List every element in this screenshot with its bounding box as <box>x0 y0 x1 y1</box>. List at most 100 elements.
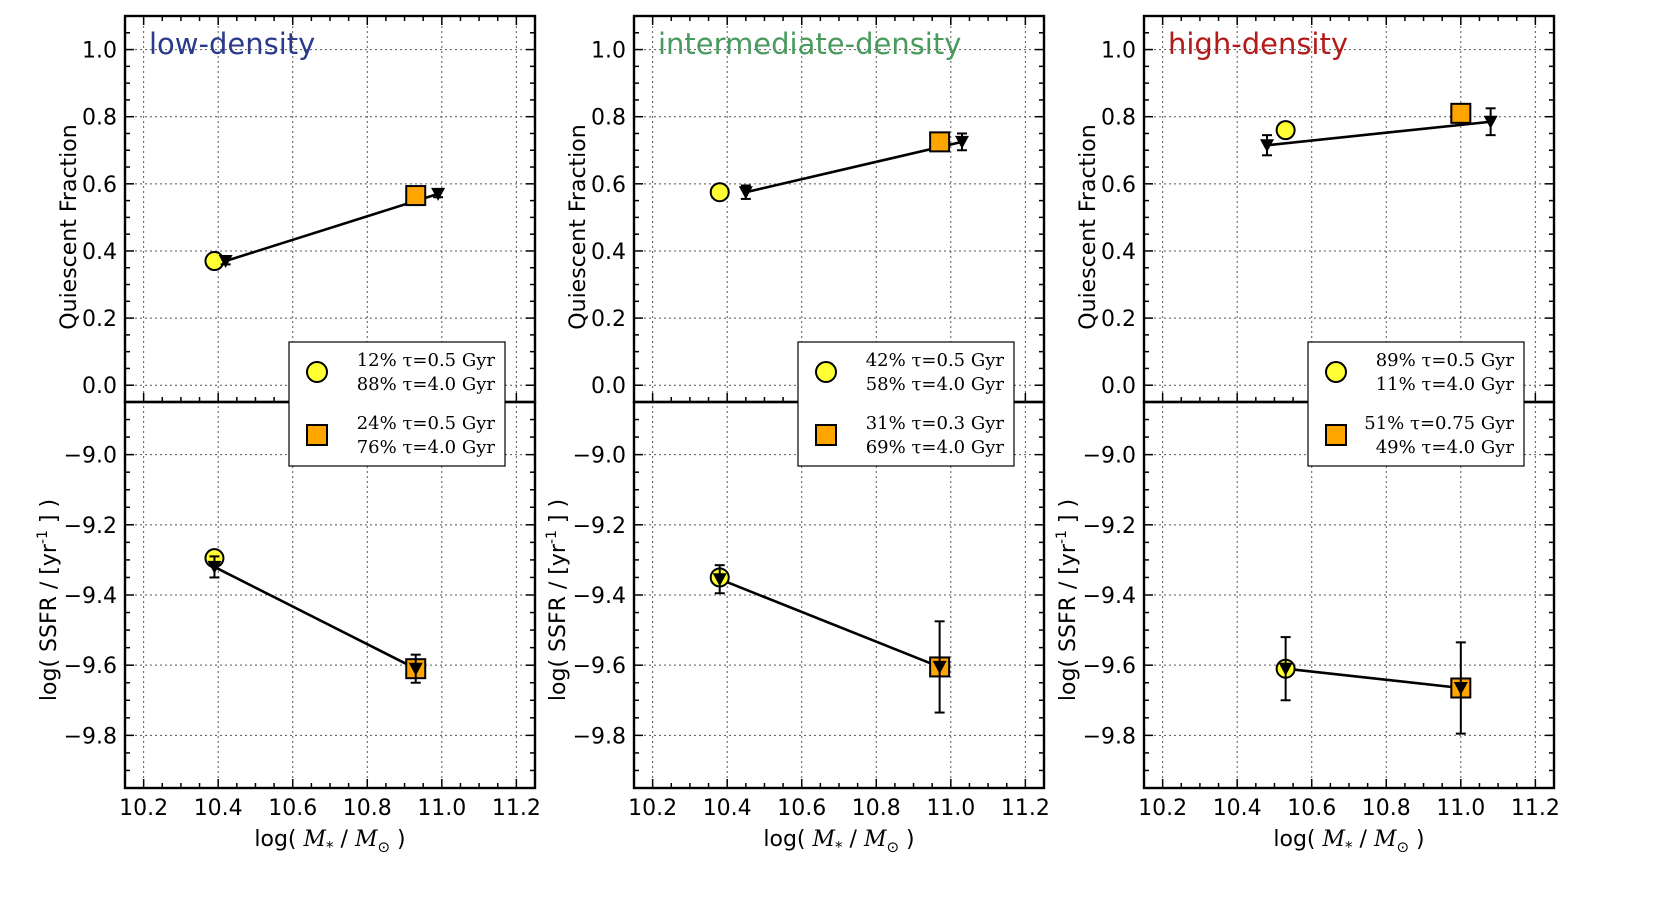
x-tick-label: 10.2 <box>119 796 168 821</box>
xlabel-mass-sub: * <box>835 838 843 856</box>
y-tick-label: −9.6 <box>64 654 117 679</box>
observed-trend-line <box>719 578 941 669</box>
ylabel-suffix: ] ) <box>37 499 62 530</box>
legend-text-line2: 11% τ=4.0 Gyr <box>1376 374 1515 395</box>
observed-triangle-point <box>1278 662 1293 676</box>
xlabel-open: log( <box>763 827 812 852</box>
legend-text-line2: 69% τ=4.0 Gyr <box>866 437 1005 458</box>
legend-text-line1: 31% τ=0.3 Gyr <box>866 413 1005 434</box>
legend-text-line2: 58% τ=4.0 Gyr <box>866 374 1005 395</box>
observed-triangle-point <box>207 560 222 574</box>
ylabel-sup: -1 <box>35 530 51 544</box>
y-tick-label: 0.8 <box>82 106 117 131</box>
y-axis-label-quiescent-fraction: Quiescent Fraction <box>566 124 591 329</box>
y-tick-label: −9.4 <box>573 584 626 609</box>
xlabel-sun: M <box>863 827 887 852</box>
model-square-point <box>405 185 427 207</box>
y-tick-label: 0.0 <box>82 374 117 399</box>
observed-triangle-point <box>431 187 446 201</box>
ylabel-prefix: log( SSFR / [yr <box>1056 543 1081 701</box>
observed-trend-line <box>213 565 417 670</box>
legend-text-line2: 76% τ=4.0 Gyr <box>357 437 496 458</box>
y-axis-label-ssfr: log( SSFR / [yr-1 ] ) <box>544 499 571 701</box>
ylabel-prefix: log( SSFR / [yr <box>546 543 571 701</box>
observed-triangle-point <box>955 135 969 149</box>
ssfr-series <box>1275 636 1472 735</box>
ylabel-prefix: log( SSFR / [yr <box>37 543 62 701</box>
legend: 89% τ=0.5 Gyr 11% τ=4.0 Gyr 51% τ=0.75 Gyr… <box>1307 341 1525 467</box>
ylabel-sup: -1 <box>1054 530 1070 544</box>
y-tick-label: −9.2 <box>573 514 626 539</box>
observed-trend-line <box>1285 667 1461 690</box>
y-tick-label: −9.0 <box>64 444 117 469</box>
x-tick-label: 10.6 <box>777 796 826 821</box>
quiescent-fraction-series <box>204 185 446 272</box>
observed-triangle-point <box>408 662 423 676</box>
density-title: high-density <box>1168 27 1348 61</box>
xlabel-open: log( <box>1273 827 1322 852</box>
ylabel-suffix: ] ) <box>546 499 571 530</box>
xlabel-mass: M <box>812 827 836 852</box>
y-tick-label: −9.0 <box>1083 444 1136 469</box>
model-circle-point <box>204 251 225 272</box>
xlabel-sun-sub: ⊙ <box>377 838 390 856</box>
observed-triangle-point <box>1260 139 1274 153</box>
legend-square-marker <box>306 424 328 446</box>
legend-square-marker <box>815 424 837 446</box>
y-tick-label: −9.6 <box>573 654 626 679</box>
y-tick-label: −9.8 <box>573 724 626 749</box>
y-tick-label: 0.2 <box>1101 307 1136 332</box>
y-tick-label: 0.4 <box>82 240 117 265</box>
legend-text-line1: 12% τ=0.5 Gyr <box>357 350 496 371</box>
legend: 12% τ=0.5 Gyr 88% τ=4.0 Gyr 24% τ=0.5 Gyr 7… <box>288 341 506 467</box>
x-axis-label: log( M* / M⊙ ) <box>254 827 405 856</box>
xlabel-sep: / <box>1353 827 1374 852</box>
ssfr-series <box>709 564 951 714</box>
x-tick-label: 10.6 <box>268 796 317 821</box>
legend-text-line1: 42% τ=0.5 Gyr <box>866 350 1005 371</box>
ylabel-sup: -1 <box>544 530 560 544</box>
x-tick-label: 10.8 <box>343 796 392 821</box>
legend-text-line1: 51% τ=0.75 Gyr <box>1364 413 1514 434</box>
legend-text-line2: 88% τ=4.0 Gyr <box>357 374 496 395</box>
legend-text-line1: 24% τ=0.5 Gyr <box>357 413 496 434</box>
x-tick-label: 10.6 <box>1287 796 1336 821</box>
observed-trend-line <box>225 192 439 263</box>
legend: 42% τ=0.5 Gyr 58% τ=4.0 Gyr 31% τ=0.3 Gyr 6… <box>797 341 1015 467</box>
y-tick-label: 1.0 <box>591 39 626 64</box>
y-tick-label: 0.2 <box>82 307 117 332</box>
observed-triangle-point <box>218 255 233 269</box>
legend-circle-marker <box>815 361 837 383</box>
xlabel-open: log( <box>254 827 303 852</box>
x-tick-label: 10.2 <box>628 796 677 821</box>
x-tick-label: 11.2 <box>1511 796 1560 821</box>
xlabel-mass: M <box>1322 827 1346 852</box>
quiescent-fraction-series <box>1260 102 1498 157</box>
y-tick-label: 0.0 <box>591 374 626 399</box>
x-tick-label: 10.2 <box>1138 796 1187 821</box>
y-tick-label: 0.0 <box>1101 374 1136 399</box>
y-axis-label-quiescent-fraction: Quiescent Fraction <box>1076 124 1101 329</box>
xlabel-close: ) <box>1409 827 1425 852</box>
y-tick-label: 0.6 <box>591 173 626 198</box>
y-tick-label: −9.0 <box>573 444 626 469</box>
y-tick-label: −9.6 <box>1083 654 1136 679</box>
panel-intermediate-density: 10.2 10.4 10.6 10.8 11.0 11.2 0.0 0.2 0.4 0.6 0.8 1… <box>544 14 1050 856</box>
y-tick-label: −9.4 <box>64 584 117 609</box>
x-tick-label: 11.0 <box>926 796 975 821</box>
model-circle-point <box>1275 120 1296 141</box>
y-tick-label: −9.8 <box>64 724 117 749</box>
observed-triangle-point <box>738 186 753 200</box>
y-axis-label-ssfr: log( SSFR / [yr-1 ] ) <box>35 499 62 701</box>
y-tick-label: −9.2 <box>64 514 117 539</box>
x-tick-label: 11.2 <box>492 796 541 821</box>
x-tick-label: 10.8 <box>852 796 901 821</box>
xlabel-sun-sub: ⊙ <box>1396 838 1409 856</box>
y-tick-label: −9.2 <box>1083 514 1136 539</box>
x-tick-label: 10.4 <box>703 796 752 821</box>
xlabel-sun-sub: ⊙ <box>886 838 899 856</box>
y-tick-label: 0.4 <box>591 240 626 265</box>
observed-triangle-point <box>1453 681 1468 695</box>
observed-trend-line <box>1266 120 1491 147</box>
